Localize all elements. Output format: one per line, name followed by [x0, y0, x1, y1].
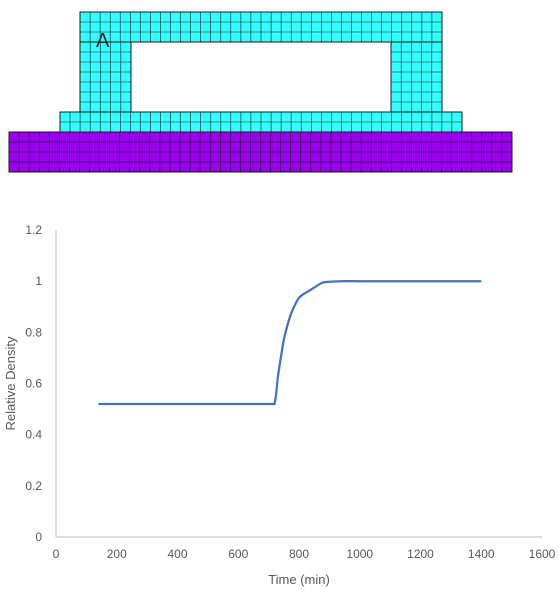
- x-tick-label: 0: [53, 547, 60, 561]
- x-tick-label: 800: [289, 547, 309, 561]
- frame-left-pillar: [79, 41, 132, 113]
- frame-right-pillar: [390, 41, 443, 113]
- y-tick-label: 0.8: [25, 325, 42, 339]
- point-label-a: A: [96, 30, 110, 52]
- x-tick-label: 400: [167, 547, 187, 561]
- y-tick-label: 0.2: [25, 479, 42, 493]
- frame-top-beam: [79, 11, 443, 43]
- frame-base: [59, 111, 463, 133]
- mesh-diagram: [8, 11, 513, 173]
- y-tick-label: 0: [35, 530, 42, 544]
- y-axis-title: Relative Density: [3, 336, 18, 430]
- x-tick-label: 600: [228, 547, 248, 561]
- y-tick-label: 1: [35, 274, 42, 288]
- y-tick-label: 1.2: [25, 223, 42, 237]
- x-axis-title: Time (min): [268, 572, 330, 587]
- substrate: [8, 131, 513, 173]
- y-tick-label: 0.6: [25, 377, 42, 391]
- x-tick-label: 1600: [529, 547, 556, 561]
- y-tick-label: 0.4: [25, 428, 42, 442]
- x-tick-label: 1200: [407, 547, 434, 561]
- series-line: [98, 280, 482, 406]
- relative-density-chart: 0 200 400 600 800 1000 1200 1400 1600 0 0.2 0.4 0.6 0…: [3, 223, 556, 587]
- x-tick-label: 1000: [346, 547, 373, 561]
- x-tick-label: 200: [107, 547, 127, 561]
- x-tick-label: 1400: [468, 547, 495, 561]
